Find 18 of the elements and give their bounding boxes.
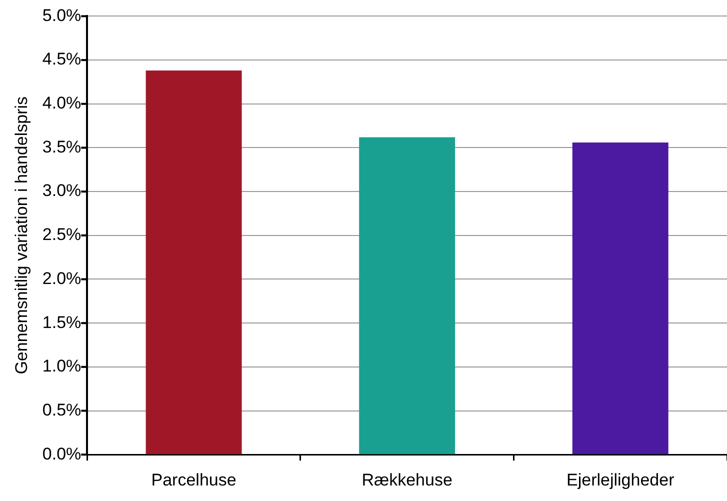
y-tick-label: 2.5% xyxy=(42,225,82,244)
y-tick-label: 4.5% xyxy=(42,50,82,69)
bar xyxy=(146,70,242,454)
bar xyxy=(359,137,456,454)
y-tick-label: 2.0% xyxy=(42,268,82,288)
x-tick-label: Ejerlejligheder xyxy=(566,470,675,490)
x-tick-label: Rækkehuse xyxy=(362,470,452,490)
y-tick-label: 4.0% xyxy=(42,94,82,113)
y-tick-label: 1.0% xyxy=(42,356,82,376)
y-tick-label: 1.5% xyxy=(42,312,82,332)
y-tick-label: 0.0% xyxy=(42,444,82,464)
y-tick-label: 5.0% xyxy=(42,6,82,25)
y-tick-label: 3.0% xyxy=(42,181,82,200)
y-tick-label: 0.5% xyxy=(42,400,82,420)
bar xyxy=(572,142,668,454)
y-tick-label: 3.5% xyxy=(42,137,82,156)
x-tick-label: Parcelhuse xyxy=(151,470,236,490)
y-axis-title: Gennemsnitlig variation i handelspris xyxy=(12,96,31,374)
